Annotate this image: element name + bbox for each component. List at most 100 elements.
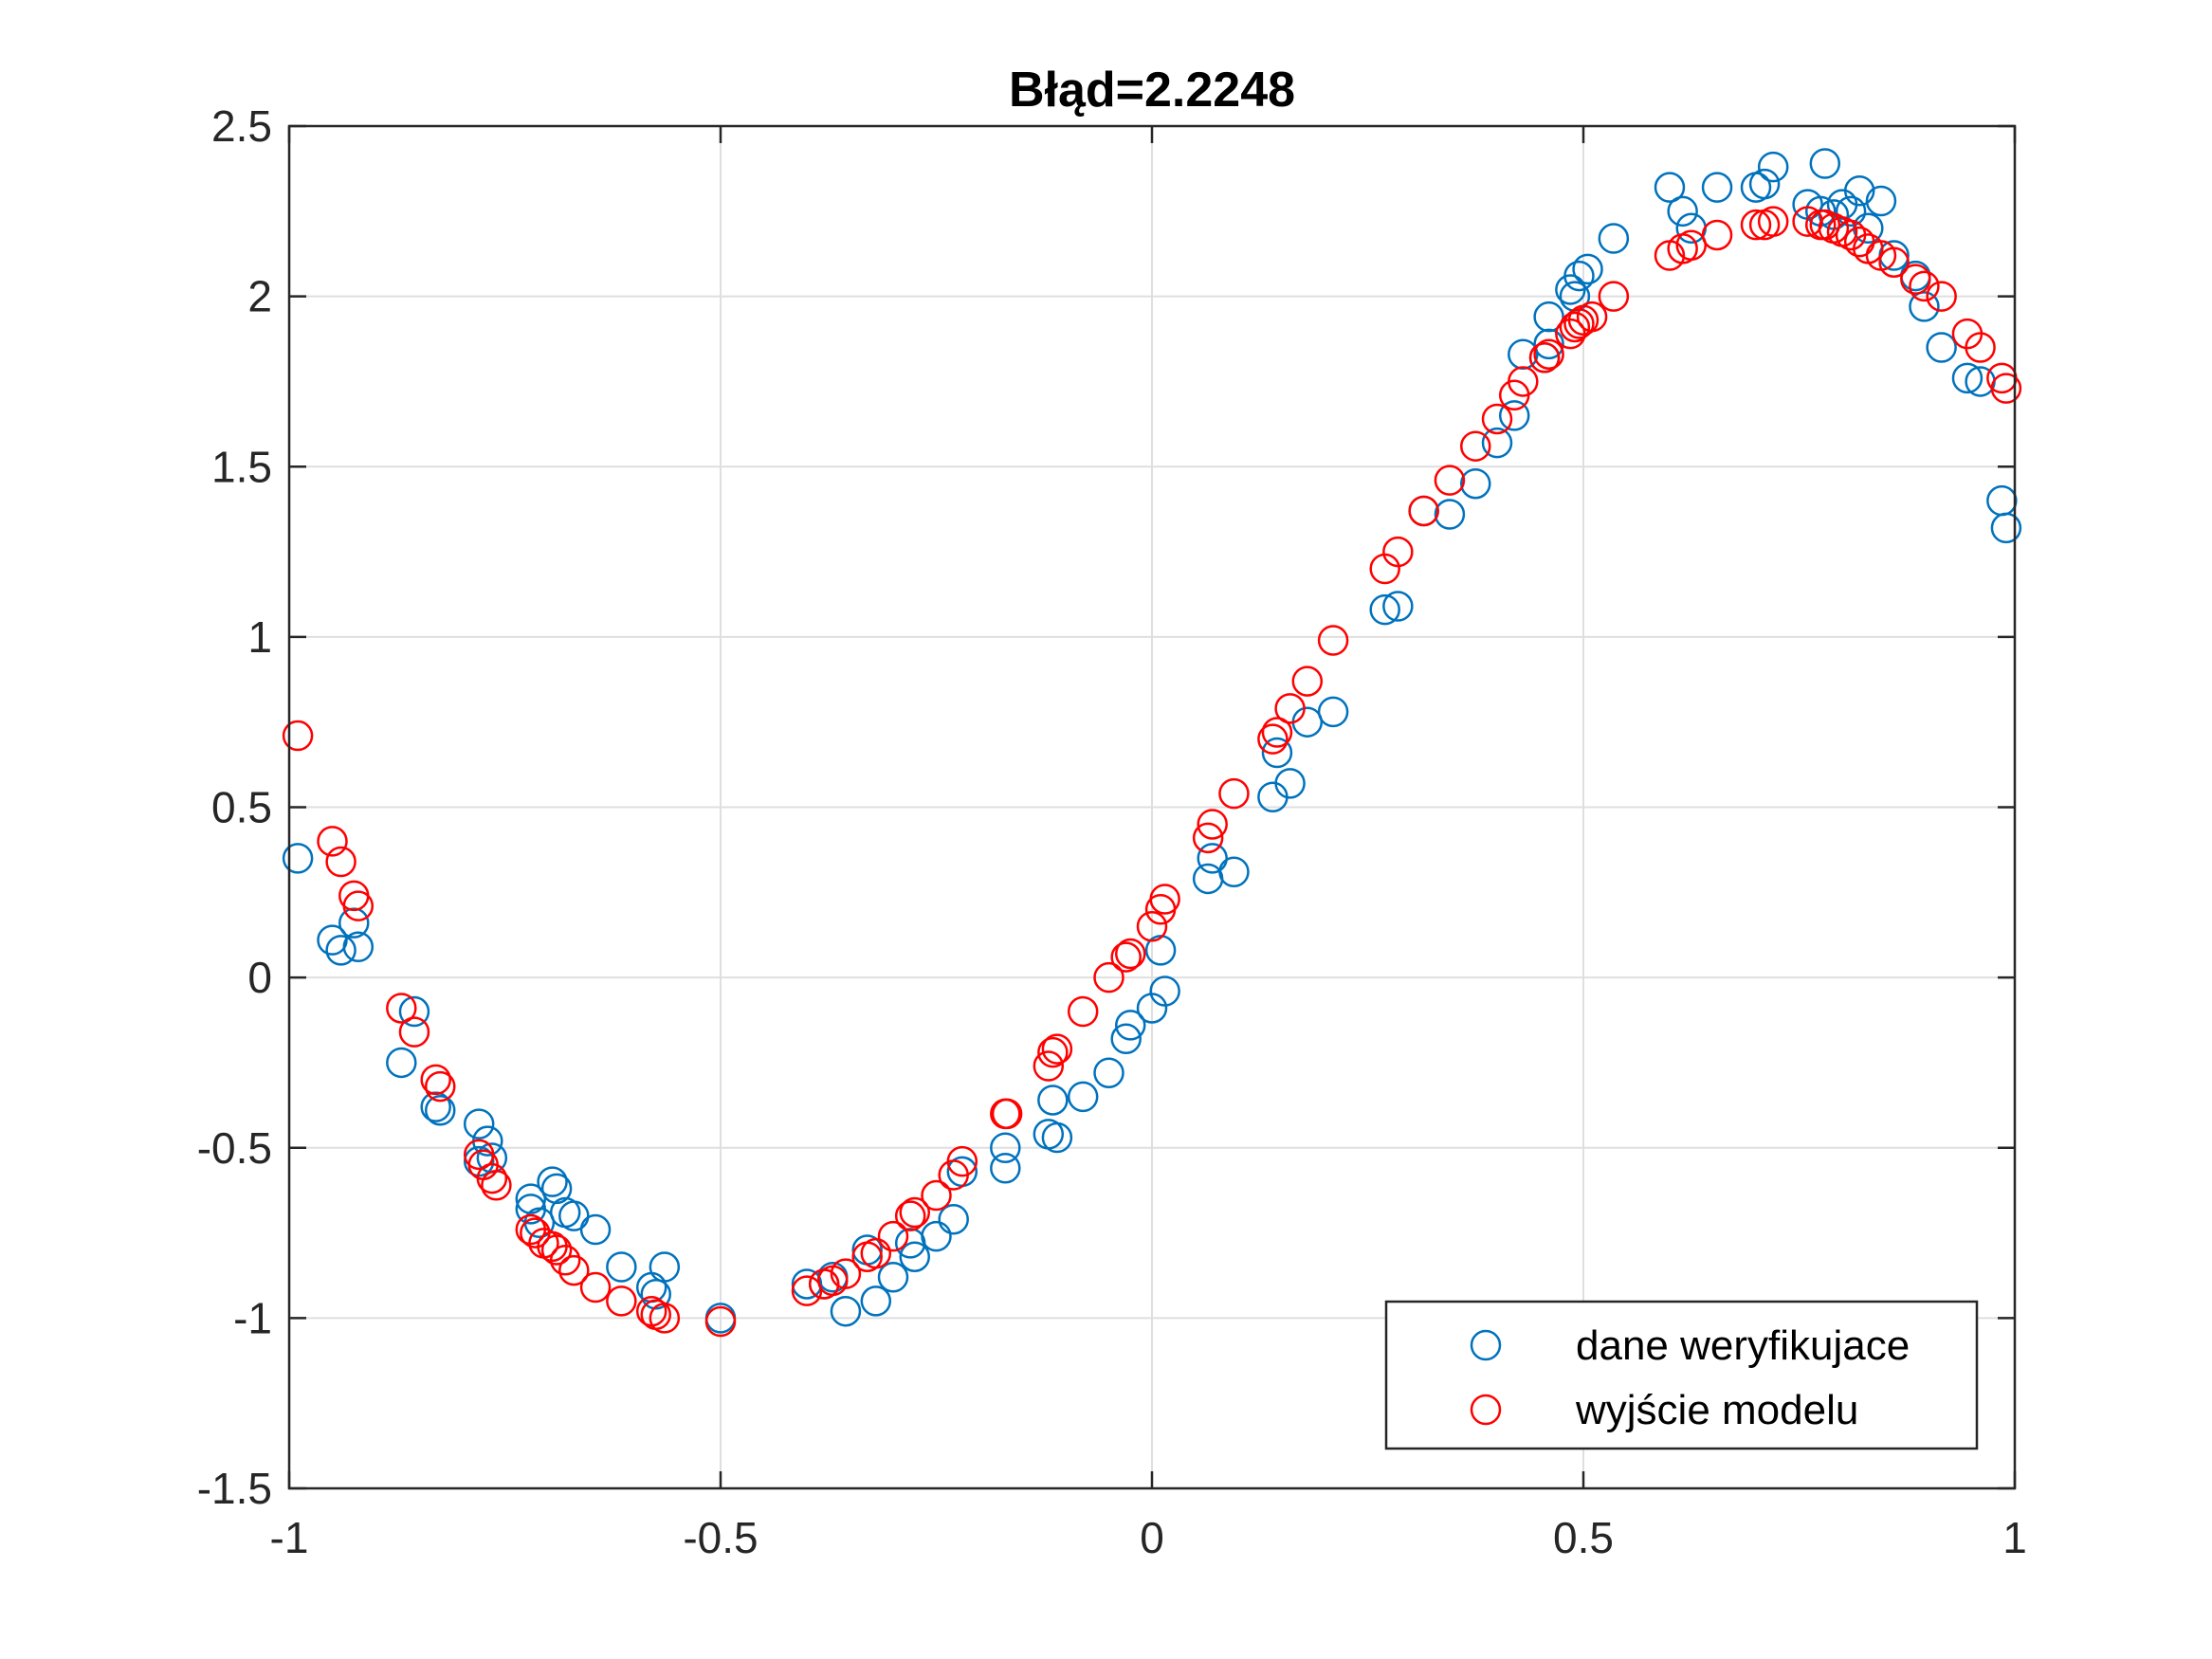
y-tick-label: -0.5 [197,1123,272,1173]
legend: dane weryfikujace wyjście modelu [1384,1300,1979,1450]
data-point-dane-weryfikujace [1498,400,1530,431]
data-point-dane-weryfikujace [791,1268,823,1300]
data-point-wyjscie-modelu [1926,281,1957,312]
data-point-dane-weryfikujace [1434,499,1466,530]
data-point-wyjscie-modelu [704,1305,737,1338]
chart-title: Błąd=2.2248 [1009,63,1295,118]
data-point-dane-weryfikujace [338,907,370,939]
data-point-wyjscie-modelu [1218,777,1250,810]
legend-marker-wyjscie-modelu [1470,1394,1502,1426]
data-point-dane-weryfikujace [386,1047,417,1079]
y-tick-label: 2.5 [211,101,272,151]
data-point-wyjscie-modelu [791,1275,823,1306]
y-tick-label: 1 [247,612,272,662]
data-point-wyjscie-modelu [1067,995,1099,1028]
data-point-wyjscie-modelu [1533,338,1564,370]
y-tick-label: -1.5 [197,1464,272,1513]
data-point-wyjscie-modelu [899,1196,930,1229]
x-tick-label: 1 [2002,1513,2027,1562]
data-point-wyjscie-modelu [1990,373,2022,404]
data-point-dane-weryfikujace [1144,935,1177,966]
data-point-wyjscie-modelu [1261,717,1293,748]
data-point-dane-weryfikujace [1067,1081,1099,1113]
data-point-dane-weryfikujace [1654,172,1686,203]
data-point-dane-weryfikujace [1878,240,1910,271]
data-point-dane-weryfikujace [1508,338,1539,370]
data-point-dane-weryfikujace [921,1220,952,1252]
data-point-wyjscie-modelu [1598,281,1630,312]
data-point-dane-weryfikujace [579,1213,612,1246]
legend-label-dane-weryfikujace: dane weryfikujace [1576,1322,1910,1369]
data-point-wyjscie-modelu [398,1016,430,1048]
data-point-dane-weryfikujace [1291,706,1324,738]
data-point-wyjscie-modelu [1434,465,1466,496]
data-point-wyjscie-modelu [1093,961,1124,994]
y-tick-label: 2 [247,272,272,321]
data-point-dane-weryfikujace [515,1183,547,1214]
data-point-wyjscie-modelu [1481,403,1513,435]
data-point-dane-weryfikujace [537,1166,568,1197]
axes-box [287,124,2017,1490]
data-point-dane-weryfikujace [938,1203,969,1235]
data-point-dane-weryfikujace [1197,843,1228,874]
data-point-dane-weryfikujace [1748,168,1781,200]
data-point-wyjscie-modelu [1909,270,1940,302]
data-point-wyjscie-modelu [1041,1033,1073,1065]
data-point-wyjscie-modelu [606,1285,637,1317]
data-point-dane-weryfikujace [1261,737,1293,769]
data-point-wyjscie-modelu [1274,693,1306,724]
data-point-dane-weryfikujace [1572,253,1603,285]
data-point-wyjscie-modelu [1965,332,1996,363]
data-point-dane-weryfikujace [1667,195,1698,228]
data-point-wyjscie-modelu [476,1162,508,1194]
data-point-wyjscie-modelu [1197,809,1228,840]
data-point-dane-weryfikujace [1951,362,1983,394]
data-point-wyjscie-modelu [1257,723,1289,755]
data-point-wyjscie-modelu [991,1098,1023,1130]
x-tick-label: 0.5 [1553,1513,1614,1562]
data-point-wyjscie-modelu [317,826,348,857]
x-tick-label: 0 [1140,1513,1164,1562]
data-point-wyjscie-modelu [282,720,314,752]
data-point-wyjscie-modelu [1843,226,1875,258]
data-point-wyjscie-modelu [540,1234,573,1266]
data-point-dane-weryfikujace [1317,696,1349,728]
data-point-dane-weryfikujace [558,1200,590,1231]
legend-label-wyjscie-modelu: wyjście modelu [1575,1387,1858,1433]
data-point-wyjscie-modelu [1192,822,1224,854]
y-tick-labels: -1.5 -1 -0.5 0 0.5 1 1.5 2 2.5 [197,101,272,1513]
x-tick-label: -1 [270,1513,309,1562]
data-point-dane-weryfikujace [1909,291,1940,322]
data-point-wyjscie-modelu [549,1245,581,1276]
data-point-dane-weryfikujace [1990,512,2022,544]
data-point-wyjscie-modelu [481,1170,512,1201]
y-tick-label: 0 [247,953,272,1002]
data-point-dane-weryfikujace [830,1295,862,1327]
y-tick-label: 1.5 [211,442,272,491]
data-point-dane-weryfikujace [640,1278,671,1310]
data-point-dane-weryfikujace [1701,172,1733,203]
grid [288,125,2016,1489]
data-point-wyjscie-modelu [1291,665,1324,697]
data-point-wyjscie-modelu [649,1303,681,1334]
data-point-wyjscie-modelu [1408,495,1439,527]
data-point-wyjscie-modelu [1110,941,1142,973]
data-point-wyjscie-modelu [1559,311,1591,343]
data-point-dane-weryfikujace [1041,1121,1073,1154]
data-point-dane-weryfikujace [649,1251,681,1283]
data-point-dane-weryfikujace [1986,484,2018,517]
data-point-dane-weryfikujace [877,1262,909,1293]
data-point-dane-weryfikujace [1110,1023,1142,1055]
data-point-wyjscie-modelu [946,1145,978,1177]
data-point-dane-weryfikujace [398,995,430,1028]
data-point-dane-weryfikujace [1218,856,1250,888]
data-point-dane-weryfikujace [606,1251,637,1283]
data-point-wyjscie-modelu [1701,219,1733,251]
data-point-dane-weryfikujace [1843,175,1875,207]
data-point-dane-weryfikujace [1093,1057,1124,1088]
data-point-dane-weryfikujace [282,843,314,874]
data-point-dane-weryfikujace [1460,467,1491,500]
data-point-wyjscie-modelu [1528,342,1561,374]
data-point-wyjscie-modelu [1878,246,1910,278]
